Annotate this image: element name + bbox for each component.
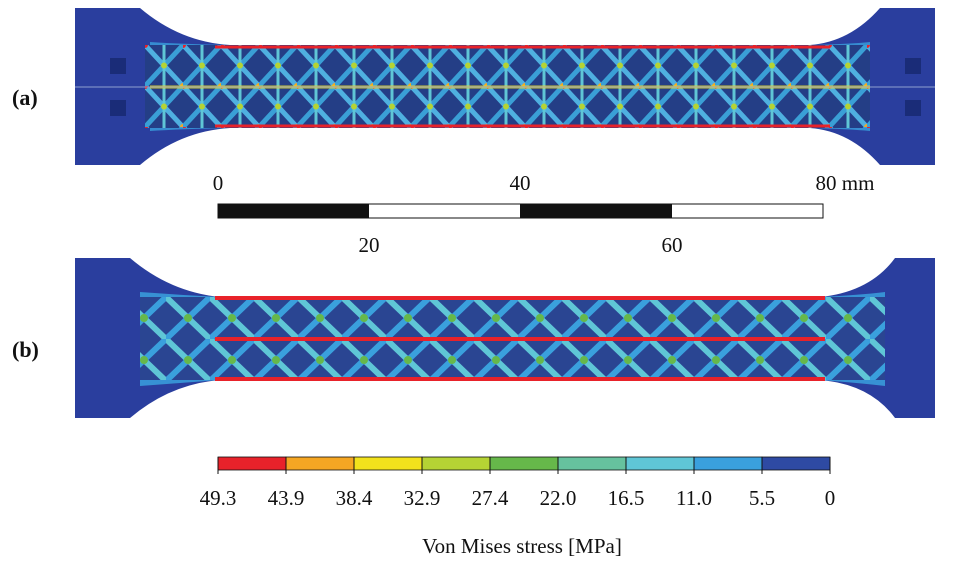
- colorbar-segment: [285, 456, 355, 471]
- colorbar-segment: [693, 456, 763, 471]
- colorbar-label: 32.9: [404, 486, 441, 510]
- colorbar: [217, 456, 831, 474]
- colorbar-label: 27.4: [472, 486, 509, 510]
- colorbar-segment: [353, 456, 423, 471]
- colorbar-label: 38.4: [336, 486, 373, 510]
- colorbar-label: 0: [825, 486, 836, 510]
- scale-label: 0: [213, 171, 224, 195]
- colorbar-label: 22.0: [540, 486, 577, 510]
- specimen-b: [75, 258, 935, 418]
- colorbar-segment: [217, 456, 287, 471]
- colorbar-label: 43.9: [268, 486, 305, 510]
- colorbar-label: 49.3: [200, 486, 237, 510]
- colorbar-segment: [625, 456, 695, 471]
- colorbar-segment: [557, 456, 627, 471]
- panel-label: (a): [12, 85, 38, 110]
- scale-label: 60: [662, 233, 683, 257]
- scale-bar: [217, 203, 824, 219]
- colorbar-label: 11.0: [676, 486, 712, 510]
- specimen-a: [75, 8, 935, 165]
- colorbar-label: 16.5: [608, 486, 645, 510]
- colorbar-segment: [761, 456, 831, 471]
- colorbar-segment: [421, 456, 491, 471]
- colorbar-segment: [489, 456, 559, 471]
- scale-label: 20: [359, 233, 380, 257]
- panel-label: (b): [12, 337, 39, 362]
- scale-label: 40: [510, 171, 531, 195]
- colorbar-label: 5.5: [749, 486, 775, 510]
- colorbar-title: Von Mises stress [MPa]: [422, 534, 622, 558]
- scale-label: 80 mm: [816, 171, 875, 195]
